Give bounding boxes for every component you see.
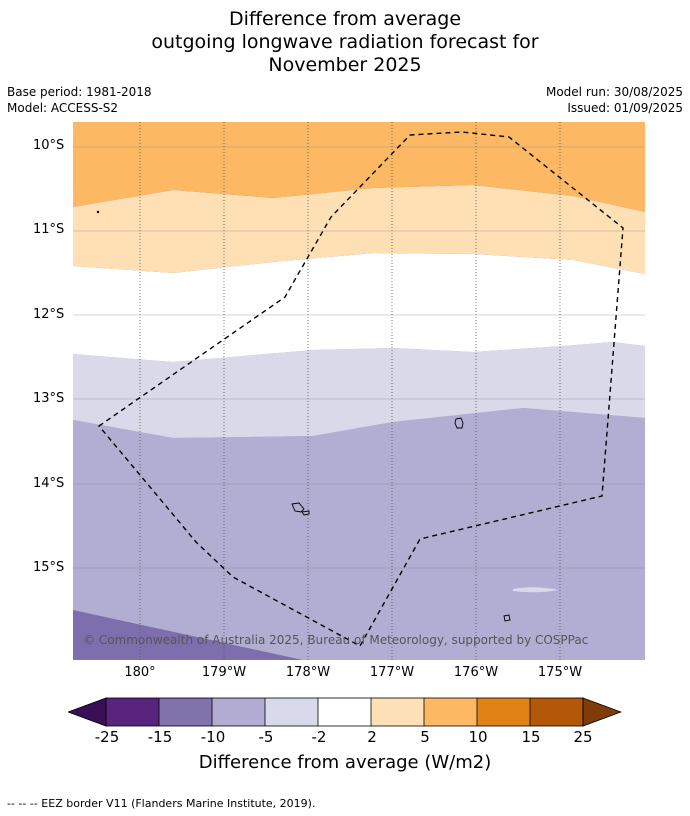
lon-label-178w: 178°W [285, 665, 331, 680]
lon-label-179w: 179°W [201, 665, 247, 680]
map-panel [73, 122, 645, 660]
band-neutral [73, 253, 645, 362]
colorbar-tick-4: -5 [258, 728, 274, 746]
island-niuafoou [454, 417, 464, 429]
model-name: Model: ACCESS-S2 [7, 101, 119, 115]
colorbar-bin-7 [424, 698, 477, 726]
meta-left: Base period: 1981-2018 Model: ACCESS-S2 [7, 84, 152, 116]
band-light-orange [73, 185, 645, 274]
colorbar-tick-7: 5 [420, 728, 430, 746]
lon-label-180: 180° [124, 665, 156, 680]
colorbar-bin-4 [265, 698, 318, 726]
lat-gridlines [73, 146, 645, 569]
colorbar-tick-6: 2 [367, 728, 377, 746]
colorbar-bin-9 [530, 698, 583, 726]
band-orange [73, 122, 645, 212]
colorbar-title: Difference from average (W/m2) [198, 752, 492, 773]
island-wallis [291, 502, 305, 513]
lat-label-13s: 13°S [33, 391, 65, 406]
lat-label-12s: 12°S [33, 307, 65, 322]
colorbar-bin-6 [371, 698, 424, 726]
colorbar-extend-high [582, 697, 622, 727]
colorbar-tick-1: -25 [94, 728, 120, 746]
lon-label-177w: 177°W [369, 665, 415, 680]
colorbar-bin-8 [477, 698, 530, 726]
eez-border [97, 131, 624, 647]
band-light-purple [73, 342, 645, 438]
colorbar-tick-9: 15 [521, 728, 541, 746]
island-outlines [96, 210, 511, 622]
chart-title: Difference from average outgoing longwav… [0, 8, 690, 77]
colorbar-tick-10: 25 [573, 728, 593, 746]
model-run: Model run: 30/08/2025 [545, 85, 683, 99]
lon-label-176w: 176°W [453, 665, 499, 680]
colorbar-extend-low [68, 697, 107, 727]
colorbar-bin-1 [106, 698, 159, 726]
colorbar-tick-3: -10 [200, 728, 226, 746]
colorbar-tick-8: 10 [468, 728, 488, 746]
colorbar-bin-2 [159, 698, 212, 726]
light-patch [513, 587, 559, 593]
eez-footnote: -- -- -- EEZ border V11 (Flanders Marine… [7, 797, 316, 810]
island-south [503, 614, 511, 622]
title-line-2: outgoing longwave radiation forecast for [151, 31, 539, 53]
lat-label-10s: 10°S [33, 138, 65, 153]
colorbar [68, 697, 622, 727]
copyright-notice: © Commonwealth of Australia 2025, Bureau… [83, 633, 589, 647]
base-period: Base period: 1981-2018 [7, 85, 152, 99]
colorbar-tick-5: -2 [311, 728, 327, 746]
colorbar-tick-2: -15 [147, 728, 173, 746]
lat-label-15s: 15°S [33, 560, 65, 575]
title-line-3: November 2025 [268, 54, 422, 76]
issued-date: Issued: 01/09/2025 [567, 101, 683, 115]
lon-label-175w: 175°W [537, 665, 583, 680]
lat-label-11s: 11°S [33, 222, 65, 237]
colorbar-dividers [105, 697, 584, 727]
colorbar-bin-5 [318, 698, 371, 726]
colorbar-bin-3 [212, 698, 265, 726]
meta-right: Model run: 30/08/2025 Issued: 01/09/2025 [546, 84, 683, 116]
lat-label-14s: 14°S [33, 476, 65, 491]
islet-dot [96, 210, 100, 214]
title-line-1: Difference from average [228, 8, 462, 30]
island-futuna [301, 510, 310, 516]
band-mid-purple [73, 408, 645, 660]
